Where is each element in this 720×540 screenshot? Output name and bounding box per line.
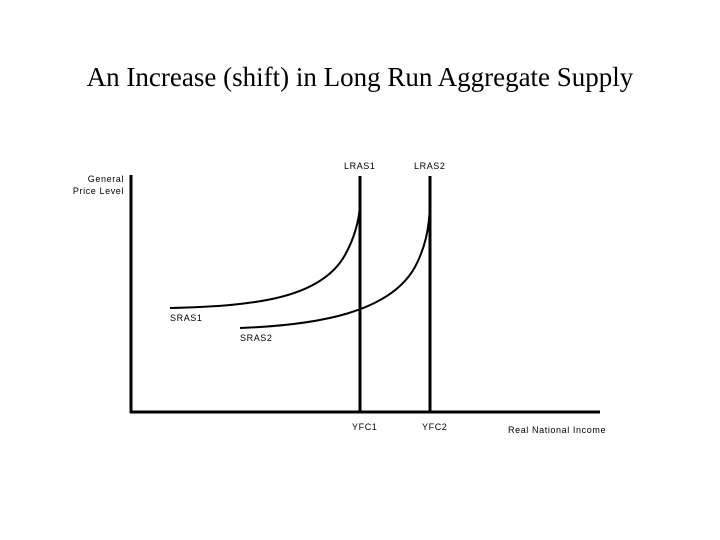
sras1-label: SRAS1	[170, 313, 203, 323]
y-axis-label-line1: General	[87, 174, 124, 184]
yfc2-label: YFC2	[422, 422, 448, 432]
y-axis-label-line2: Price Level	[72, 186, 124, 196]
diagram-title: An Increase (shift) in Long Run Aggregat…	[86, 62, 634, 92]
sras2-curve	[239, 204, 431, 329]
sras1-curve	[169, 204, 361, 309]
lras2-label: LRAS2	[414, 161, 446, 171]
lras1-label: LRAS1	[344, 161, 376, 171]
y-axis-label: General Price Level	[58, 173, 124, 197]
yfc1-label: YFC1	[352, 422, 378, 432]
x-axis-label: Real National Income	[508, 425, 607, 435]
sras2-label: SRAS2	[240, 333, 273, 343]
